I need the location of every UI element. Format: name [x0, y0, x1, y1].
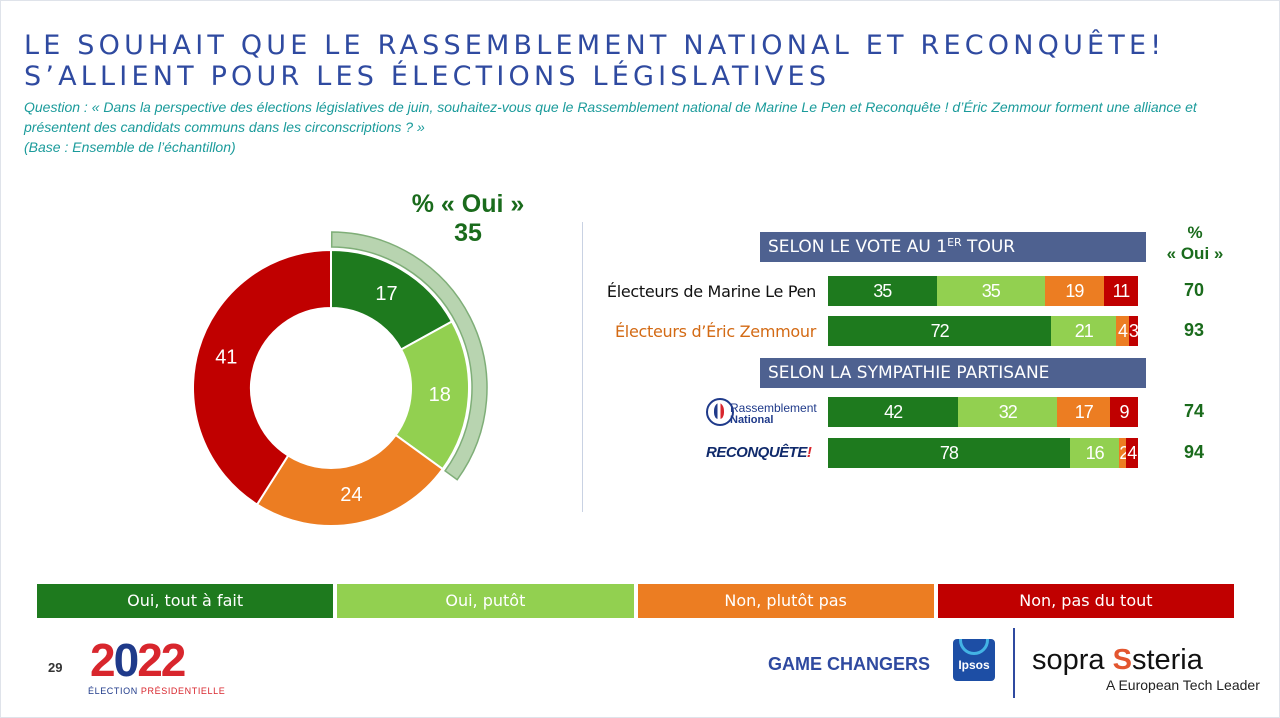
bar-row-le-pen: 35 35 19 11 [828, 276, 1138, 306]
rn-logo-text: Rassemblement National [730, 402, 817, 426]
bar-row-rn: 42 32 17 9 [828, 397, 1138, 427]
section-heading-vote-sup: ER [947, 236, 962, 249]
game-changers-tagline: GAME CHANGERS [768, 654, 931, 674]
bar-segment-non-pas-du-tout: 11 [1103, 276, 1138, 306]
logo-digit-4: 2 [160, 634, 187, 686]
logo-2022-sub1: ÉLECTION [88, 686, 141, 696]
row-label-le-pen: Électeurs de Marine Le Pen [606, 282, 816, 301]
bar-segment-oui-tout-a-fait: 72 [828, 316, 1052, 346]
rn-emblem-icon [706, 398, 734, 426]
section-heading-vote-main: SELON LE VOTE AU 1 [768, 237, 948, 257]
donut-label-oui-plutot: 18 [429, 384, 451, 406]
bar-segment-non-plutot-pas: 17 [1057, 397, 1111, 427]
title-line-1: LE SOUHAIT QUE LE RASSEMBLEMENT NATIONAL… [24, 30, 1166, 61]
question-line-2: présentent des candidats communs dans le… [24, 119, 425, 135]
legend: Oui, tout à fait Oui, putôt Non, plutôt … [37, 584, 1234, 618]
oui-value-zemmour: 93 [1183, 320, 1205, 340]
bar-segment-non-plutot-pas: 19 [1045, 276, 1104, 306]
ipsos-logo: Ipsos [953, 639, 995, 681]
donut-chart: 17 18 24 41 [192, 231, 488, 527]
reconquete-logo-excl: ! [806, 444, 812, 461]
bar-segment-non-plutot-pas: 4 [1116, 316, 1129, 346]
donut-oui-highlight-arc [330, 231, 488, 481]
page-title: LE SOUHAIT QUE LE RASSEMBLEMENT NATIONAL… [24, 30, 1165, 92]
logo-digit-3: 2 [137, 634, 163, 686]
donut-label-non-pas-du-tout: 41 [215, 347, 237, 369]
section-heading-vote: SELON LE VOTE AU 1ER TOUR [760, 232, 1146, 262]
bar-segment-oui-plutot: 32 [958, 397, 1058, 427]
footer-divider [1013, 628, 1015, 698]
logo-digit-1: 2 [90, 634, 116, 686]
logo-digit-2: 0 [113, 634, 140, 686]
oui-value-rn: 74 [1183, 401, 1205, 421]
bar-segment-non-pas-du-tout: 9 [1110, 397, 1138, 427]
rn-flame-icon [714, 403, 724, 419]
bar-segment-non-pas-du-tout: 4 [1125, 438, 1138, 468]
bar-row-reconquete: 78 16 2 4 [828, 438, 1138, 468]
legend-non-plutot-pas: Non, plutôt pas [637, 584, 934, 618]
sopra-text: sopra [1032, 644, 1105, 676]
section-heading-sympathie: SELON LA SYMPATHIE PARTISANE [760, 358, 1146, 388]
election-2022-logo: 2022 ÉLECTION PRÉSIDENTIELLE [88, 634, 225, 700]
logo-2022-number: 2022 [90, 634, 187, 686]
section-heading-vote-end: TOUR [961, 237, 1016, 257]
page-number: 29 [48, 660, 63, 675]
oui-percent-header-line2: « Oui » [1166, 244, 1224, 263]
bar-segment-non-pas-du-tout: 3 [1128, 316, 1139, 346]
question-text: Question : « Dans la perspective des éle… [24, 97, 1254, 157]
ipsos-logo-text: Ipsos [958, 658, 990, 672]
sopra-steria-logo: sopra Ssteria [1032, 644, 1203, 677]
bar-segment-oui-plutot: 16 [1069, 438, 1120, 468]
legend-oui-plutot: Oui, putôt [337, 584, 634, 618]
bar-segment-oui-plutot: 35 [936, 276, 1045, 306]
ipsos-arc-icon [959, 639, 989, 655]
donut-label-oui-tout-a-fait: 17 [375, 283, 397, 305]
sopra-steria-mark-icon: S [1112, 644, 1132, 676]
rn-logo-line1: Rassemblement [730, 401, 817, 415]
steria-text: steria [1131, 644, 1203, 676]
title-line-2: S’ALLIENT POUR LES ÉLECTIONS LÉGISLATIVE… [24, 61, 831, 92]
vertical-divider [582, 222, 583, 512]
oui-percent-header: % « Oui » [1152, 222, 1238, 264]
logo-2022-sub2: PRÉSIDENTIELLE [140, 686, 226, 696]
bar-segment-oui-tout-a-fait: 78 [828, 438, 1070, 468]
legend-non-pas-du-tout: Non, pas du tout [937, 584, 1234, 618]
bar-row-zemmour: 72 21 4 3 [828, 316, 1139, 346]
reconquete-logo-text: RECONQUÊTE [706, 444, 807, 461]
donut-slice-non-plutot-pas [255, 433, 445, 527]
donut-oui-total: % « Oui » 35 [384, 190, 552, 248]
donut-oui-label: % « Oui » [411, 190, 525, 218]
donut-oui-value: 35 [454, 219, 482, 247]
logo-2022-subtitle: ÉLECTION PRÉSIDENTIELLE [88, 686, 225, 696]
bar-segment-non-plutot-pas: 2 [1119, 438, 1129, 468]
bar-segment-oui-tout-a-fait: 35 [828, 276, 937, 306]
question-base: (Base : Ensemble de l’échantillon) [24, 139, 236, 155]
bar-segment-oui-plutot: 21 [1051, 316, 1117, 346]
rassemblement-national-logo: Rassemblement National [706, 396, 818, 430]
bar-segment-oui-tout-a-fait: 42 [828, 397, 959, 427]
oui-percent-header-line1: % [1187, 223, 1203, 242]
donut-slice-non-pas-du-tout [192, 248, 332, 506]
legend-oui-tout-a-fait: Oui, tout à fait [37, 584, 334, 618]
oui-value-le-pen: 70 [1183, 280, 1205, 300]
reconquete-logo: RECONQUÊTE! [706, 441, 816, 465]
donut-label-non-plutot-pas: 24 [340, 484, 362, 506]
sopra-steria-tagline: A European Tech Leader [1106, 677, 1260, 693]
rn-logo-line2: National [730, 414, 774, 426]
row-label-zemmour: Électeurs d’Éric Zemmour [615, 322, 816, 341]
oui-value-reconquete: 94 [1183, 442, 1205, 462]
question-line-1: Question : « Dans la perspective des éle… [24, 99, 1197, 115]
